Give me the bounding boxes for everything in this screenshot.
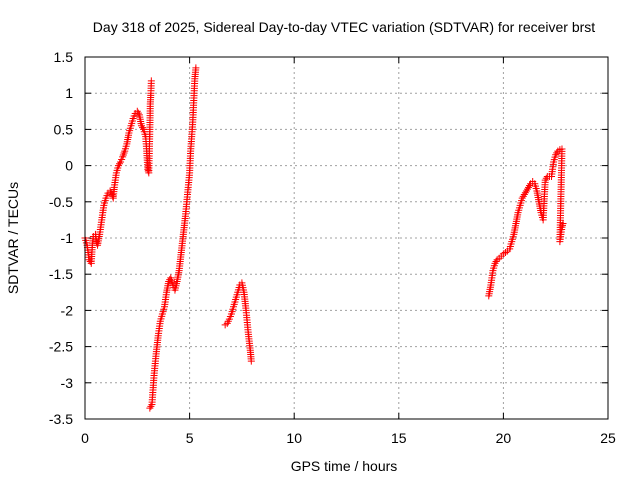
data-point <box>133 107 141 115</box>
data-point <box>542 174 550 182</box>
x-tick-label: 10 <box>286 430 302 446</box>
data-point <box>521 189 529 197</box>
data-point <box>491 259 499 267</box>
x-tick-label: 20 <box>496 430 512 446</box>
x-tick-label: 5 <box>186 430 194 446</box>
data-point <box>559 221 566 229</box>
data-point <box>144 167 152 175</box>
y-tick-label: -1.5 <box>49 266 73 282</box>
y-axis-label: SDTVAR / TECUs <box>5 182 21 294</box>
data-point <box>520 191 528 199</box>
data-point <box>119 151 127 159</box>
grid <box>85 57 608 419</box>
data-point <box>134 109 142 117</box>
data-point <box>526 182 534 190</box>
y-tick-label: -3 <box>61 375 74 391</box>
y-tick-label: -0.5 <box>49 194 73 210</box>
x-axis-label: GPS time / hours <box>291 458 398 474</box>
data-point <box>523 185 531 193</box>
y-tick-labels: -3.5 -3 -2.5 -2 -1.5 -1 -0.5 0 0.5 1 1.5 <box>49 49 73 427</box>
data-point <box>518 194 526 202</box>
y-tick-label: 0 <box>65 158 73 174</box>
x-tick-label: 15 <box>391 430 407 446</box>
data-point <box>552 151 560 159</box>
data-point <box>137 122 145 130</box>
x-tick-label: 25 <box>600 430 616 446</box>
data-point <box>144 165 152 173</box>
x-tick-label: 0 <box>81 430 89 446</box>
data-point <box>114 162 122 170</box>
y-tick-label: -2 <box>61 302 74 318</box>
data-point <box>559 220 567 228</box>
data-point <box>108 191 116 199</box>
data-point <box>147 402 155 410</box>
data-point <box>192 64 200 72</box>
data-points <box>81 64 567 412</box>
data-point <box>525 183 532 191</box>
data-point <box>519 192 527 200</box>
data-point <box>492 258 500 266</box>
data-point <box>553 149 561 157</box>
data-point <box>247 357 255 365</box>
data-point <box>522 187 530 195</box>
y-tick-label: -3.5 <box>49 411 73 427</box>
y-tick-label: 1.5 <box>54 49 74 65</box>
y-tick-label: 0.5 <box>54 121 74 137</box>
y-tick-label: -2.5 <box>49 339 73 355</box>
chart-title: Day 318 of 2025, Sidereal Day-to-day VTE… <box>93 19 595 35</box>
data-point <box>139 124 147 132</box>
y-tick-label: -1 <box>61 230 74 246</box>
data-point <box>147 77 155 85</box>
x-tick-labels: 0 5 10 15 20 25 <box>81 430 616 446</box>
data-point <box>558 223 566 231</box>
data-point <box>146 404 154 412</box>
y-tick-label: 1 <box>65 85 73 101</box>
data-point <box>116 160 124 168</box>
plot-frame <box>84 56 609 420</box>
data-point <box>541 176 549 184</box>
data-point <box>106 187 114 195</box>
data-point <box>120 149 128 157</box>
